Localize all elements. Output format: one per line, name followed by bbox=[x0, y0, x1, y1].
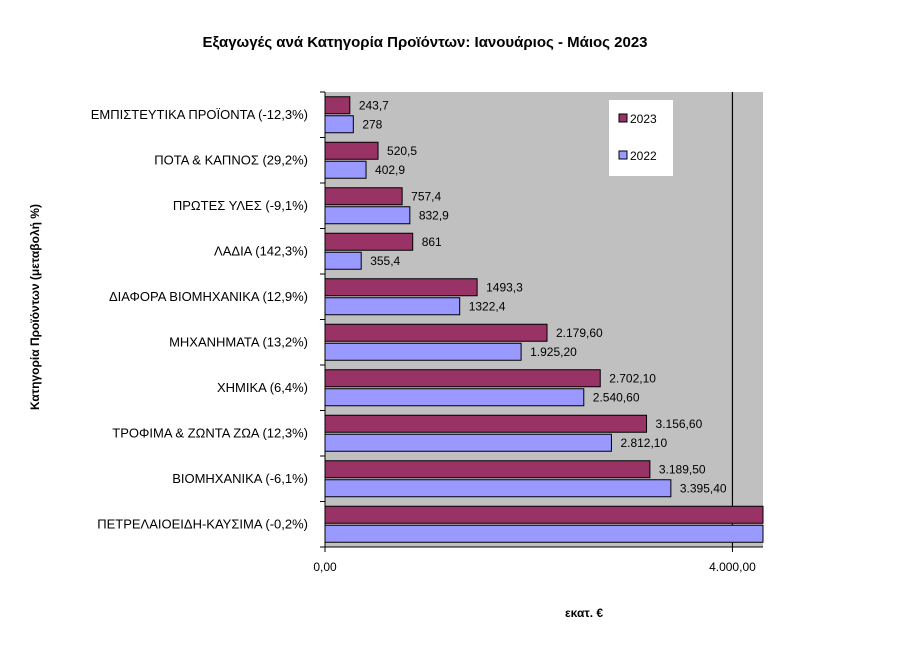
x-tick-label-1: 4.000,00 bbox=[709, 560, 756, 574]
category-labels: ΕΜΠΙΣΤΕΥΤΙΚΑ ΠΡΟΪΟΝΤΑ (-12,3%) ΠΟΤΑ & ΚΑΠ… bbox=[91, 107, 308, 532]
category-label-8: ΒΙΟΜΗΧΑΝΙΚΑ (-6,1%) bbox=[172, 471, 308, 486]
value-label-2022-6: 2.540,60 bbox=[593, 390, 640, 404]
bar-2022-6 bbox=[324, 388, 585, 407]
axes bbox=[320, 91, 763, 552]
legend: 2023 2022 bbox=[609, 100, 673, 176]
value-label-2022-5: 1.925,20 bbox=[530, 345, 577, 359]
bar-2022-9 bbox=[324, 524, 764, 543]
bar-2023-9 bbox=[324, 505, 764, 524]
bars bbox=[324, 96, 764, 543]
value-label-2022-2: 832,9 bbox=[419, 208, 449, 222]
bar-2023-0 bbox=[324, 96, 351, 115]
value-label-2023-8: 3.189,50 bbox=[659, 462, 706, 476]
value-label-2023-3: 861 bbox=[422, 235, 442, 249]
category-label-9: ΠΕΤΡΕΛΑΙΟΕΙΔΗ-ΚΑΥΣΙΜΑ (-0,2%) bbox=[97, 516, 308, 531]
legend-label-2023: 2023 bbox=[630, 112, 657, 126]
bar-2023-3 bbox=[324, 232, 414, 251]
value-label-2022-3: 355,4 bbox=[370, 254, 400, 268]
bar-2023-6 bbox=[324, 369, 601, 388]
value-label-2022-7: 2.812,10 bbox=[620, 436, 667, 450]
bar-2023-5 bbox=[324, 323, 548, 342]
bar-2022-1 bbox=[324, 160, 367, 179]
x-axis-title: εκατ. € bbox=[565, 606, 603, 620]
value-label-2023-2: 757,4 bbox=[411, 189, 441, 203]
value-label-2023-6: 2.702,10 bbox=[609, 371, 656, 385]
category-label-5: ΜΗΧΑΝΗΜΑΤΑ (13,2%) bbox=[169, 334, 308, 349]
value-label-2022-4: 1322,4 bbox=[469, 299, 506, 313]
x-tick-label-0: 0,00 bbox=[313, 560, 337, 574]
legend-swatch-2023 bbox=[618, 113, 628, 123]
bar-2023-8 bbox=[324, 460, 651, 479]
x-tick-labels: 0,00 4.000,00 bbox=[313, 560, 756, 574]
value-label-2023-1: 520,5 bbox=[387, 144, 417, 158]
chart-title: Εξαγωγές ανά Κατηγορία Προϊόντων: Ιανουά… bbox=[202, 34, 647, 51]
bar-2022-8 bbox=[324, 479, 672, 498]
value-label-2023-4: 1493,3 bbox=[486, 280, 523, 294]
value-label-2023-7: 3.156,60 bbox=[656, 417, 703, 431]
value-label-2022-1: 402,9 bbox=[375, 163, 405, 177]
bar-2022-7 bbox=[324, 433, 612, 452]
legend-label-2022: 2022 bbox=[630, 149, 657, 163]
value-label-2023-0: 243,7 bbox=[359, 98, 389, 112]
value-label-2023-5: 2.179,60 bbox=[556, 326, 603, 340]
category-label-0: ΕΜΠΙΣΤΕΥΤΙΚΑ ΠΡΟΪΟΝΤΑ (-12,3%) bbox=[91, 107, 308, 122]
category-label-2: ΠΡΩΤΕΣ ΥΛΕΣ (-9,1%) bbox=[173, 198, 308, 213]
legend-swatch-2022 bbox=[618, 150, 628, 160]
category-label-6: ΧΗΜΙΚΑ (6,4%) bbox=[217, 380, 308, 395]
category-label-1: ΠΟΤΑ & ΚΑΠΝΟΣ (29,2%) bbox=[154, 152, 308, 167]
value-labels: 243,7 278 520,5 402,9 757,4 832,9 861 355,4 1493… bbox=[359, 98, 727, 495]
category-label-3: ΛΑΔΙΑ (142,3%) bbox=[214, 243, 308, 258]
bar-2022-5 bbox=[324, 342, 522, 361]
bar-2023-4 bbox=[324, 278, 478, 297]
bar-2023-7 bbox=[324, 414, 648, 433]
y-axis-title: Κατηγορία Προϊόντων (μεταβολή %) bbox=[28, 204, 42, 410]
value-label-2022-0: 278 bbox=[362, 117, 382, 131]
category-label-7: ΤΡΟΦΙΜΑ & ΖΩΝΤΑ ΖΩΑ (12,3%) bbox=[112, 425, 308, 440]
category-label-4: ΔΙΑΦΟΡΑ ΒΙΟΜΗΧΑΝΙΚΑ (12,9%) bbox=[109, 289, 308, 304]
plot-area bbox=[325, 92, 763, 547]
value-label-2022-8: 3.395,40 bbox=[680, 481, 727, 495]
bar-2022-0 bbox=[324, 115, 354, 134]
bar-2022-2 bbox=[324, 206, 411, 225]
bar-2023-2 bbox=[324, 187, 403, 206]
bar-2022-4 bbox=[324, 297, 461, 316]
bar-2023-1 bbox=[324, 141, 379, 160]
bar-2022-3 bbox=[324, 251, 362, 270]
legend-box bbox=[609, 100, 673, 176]
